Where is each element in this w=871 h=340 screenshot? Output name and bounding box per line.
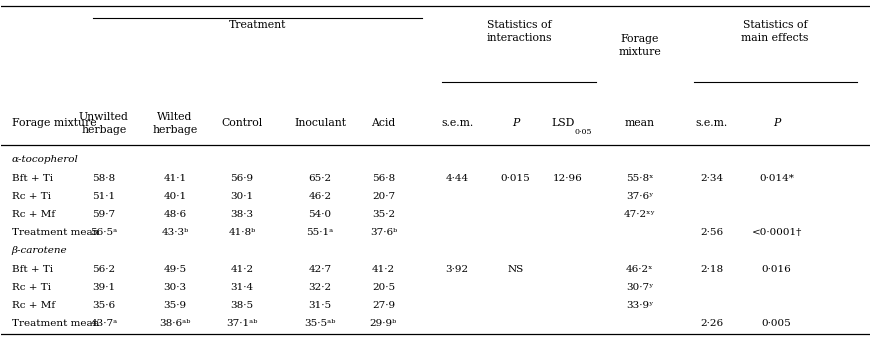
Text: 4·44: 4·44 xyxy=(446,174,469,183)
Text: Bft + Ti: Bft + Ti xyxy=(12,174,53,183)
Text: 41·1: 41·1 xyxy=(164,174,186,183)
Text: 41·2: 41·2 xyxy=(372,265,395,274)
Text: 43·3ᵇ: 43·3ᵇ xyxy=(161,228,189,237)
Text: 27·9: 27·9 xyxy=(372,301,395,310)
Text: 48·6: 48·6 xyxy=(164,210,186,219)
Text: Treatment mean: Treatment mean xyxy=(12,228,99,237)
Text: 30·7ʸ: 30·7ʸ xyxy=(625,283,653,292)
Text: 2·18: 2·18 xyxy=(700,265,723,274)
Text: 56·5ᵃ: 56·5ᵃ xyxy=(91,228,118,237)
Text: LSD: LSD xyxy=(551,118,575,129)
Text: 12·96: 12·96 xyxy=(552,174,583,183)
Text: s.e.m.: s.e.m. xyxy=(695,118,727,129)
Text: 41·2: 41·2 xyxy=(230,265,253,274)
Text: Treatment mean: Treatment mean xyxy=(12,319,99,328)
Text: 30·1: 30·1 xyxy=(230,192,253,201)
Text: 38·5: 38·5 xyxy=(230,301,253,310)
Text: 20·7: 20·7 xyxy=(372,192,395,201)
Text: 29·9ᵇ: 29·9ᵇ xyxy=(370,319,397,328)
Text: 20·5: 20·5 xyxy=(372,283,395,292)
Text: 41·8ᵇ: 41·8ᵇ xyxy=(228,228,255,237)
Text: 35·2: 35·2 xyxy=(372,210,395,219)
Text: 35·6: 35·6 xyxy=(92,301,115,310)
Text: 42·7: 42·7 xyxy=(308,265,332,274)
Text: 55·8ˣ: 55·8ˣ xyxy=(625,174,653,183)
Text: Forage
mixture: Forage mixture xyxy=(618,34,661,57)
Text: 30·3: 30·3 xyxy=(164,283,186,292)
Text: 0·015: 0·015 xyxy=(501,174,530,183)
Text: NS: NS xyxy=(507,265,523,274)
Text: Unwilted
herbage: Unwilted herbage xyxy=(79,112,129,135)
Text: 59·7: 59·7 xyxy=(92,210,115,219)
Text: 54·0: 54·0 xyxy=(308,210,332,219)
Text: Rc + Mf: Rc + Mf xyxy=(12,210,55,219)
Text: 2·34: 2·34 xyxy=(700,174,723,183)
Text: α-tocopherol: α-tocopherol xyxy=(12,155,78,164)
Text: Forage mixture: Forage mixture xyxy=(12,118,97,129)
Text: 43·7ᵃ: 43·7ᵃ xyxy=(91,319,118,328)
Text: 37·1ᵃᵇ: 37·1ᵃᵇ xyxy=(226,319,258,328)
Text: P: P xyxy=(773,118,780,129)
Text: Inoculant: Inoculant xyxy=(294,118,346,129)
Text: Bft + Ti: Bft + Ti xyxy=(12,265,53,274)
Text: 51·1: 51·1 xyxy=(92,192,115,201)
Text: 38·6ᵃᵇ: 38·6ᵃᵇ xyxy=(159,319,191,328)
Text: 56·9: 56·9 xyxy=(230,174,253,183)
Text: Rc + Ti: Rc + Ti xyxy=(12,192,51,201)
Text: 3·92: 3·92 xyxy=(446,265,469,274)
Text: Wilted
herbage: Wilted herbage xyxy=(152,112,198,135)
Text: 56·8: 56·8 xyxy=(372,174,395,183)
Text: 49·5: 49·5 xyxy=(164,265,186,274)
Text: 35·9: 35·9 xyxy=(164,301,186,310)
Text: Rc + Ti: Rc + Ti xyxy=(12,283,51,292)
Text: 33·9ʸ: 33·9ʸ xyxy=(625,301,653,310)
Text: 2·56: 2·56 xyxy=(700,228,723,237)
Text: 0·016: 0·016 xyxy=(762,265,792,274)
Text: 37·6ʸ: 37·6ʸ xyxy=(625,192,653,201)
Text: Treatment: Treatment xyxy=(229,20,287,30)
Text: 32·2: 32·2 xyxy=(308,283,332,292)
Text: 40·1: 40·1 xyxy=(164,192,186,201)
Text: Acid: Acid xyxy=(371,118,395,129)
Text: 37·6ᵇ: 37·6ᵇ xyxy=(370,228,397,237)
Text: 56·2: 56·2 xyxy=(92,265,115,274)
Text: 0·014*: 0·014* xyxy=(760,174,794,183)
Text: Statistics of
main effects: Statistics of main effects xyxy=(741,20,808,43)
Text: Statistics of
interactions: Statistics of interactions xyxy=(487,20,552,43)
Text: 31·5: 31·5 xyxy=(308,301,332,310)
Text: Control: Control xyxy=(221,118,262,129)
Text: 46·2ˣ: 46·2ˣ xyxy=(625,265,653,274)
Text: P: P xyxy=(511,118,519,129)
Text: 0·005: 0·005 xyxy=(762,319,792,328)
Text: 0·05: 0·05 xyxy=(574,128,592,136)
Text: 46·2: 46·2 xyxy=(308,192,332,201)
Text: 47·2ˣʸ: 47·2ˣʸ xyxy=(624,210,656,219)
Text: 65·2: 65·2 xyxy=(308,174,332,183)
Text: 38·3: 38·3 xyxy=(230,210,253,219)
Text: 55·1ᵃ: 55·1ᵃ xyxy=(307,228,334,237)
Text: 31·4: 31·4 xyxy=(230,283,253,292)
Text: s.e.m.: s.e.m. xyxy=(441,118,473,129)
Text: 2·26: 2·26 xyxy=(700,319,723,328)
Text: 35·5ᵃᵇ: 35·5ᵃᵇ xyxy=(304,319,335,328)
Text: β-carotene: β-carotene xyxy=(12,246,67,255)
Text: mean: mean xyxy=(625,118,654,129)
Text: Rc + Mf: Rc + Mf xyxy=(12,301,55,310)
Text: <0·0001†: <0·0001† xyxy=(752,228,802,237)
Text: 39·1: 39·1 xyxy=(92,283,115,292)
Text: 58·8: 58·8 xyxy=(92,174,115,183)
